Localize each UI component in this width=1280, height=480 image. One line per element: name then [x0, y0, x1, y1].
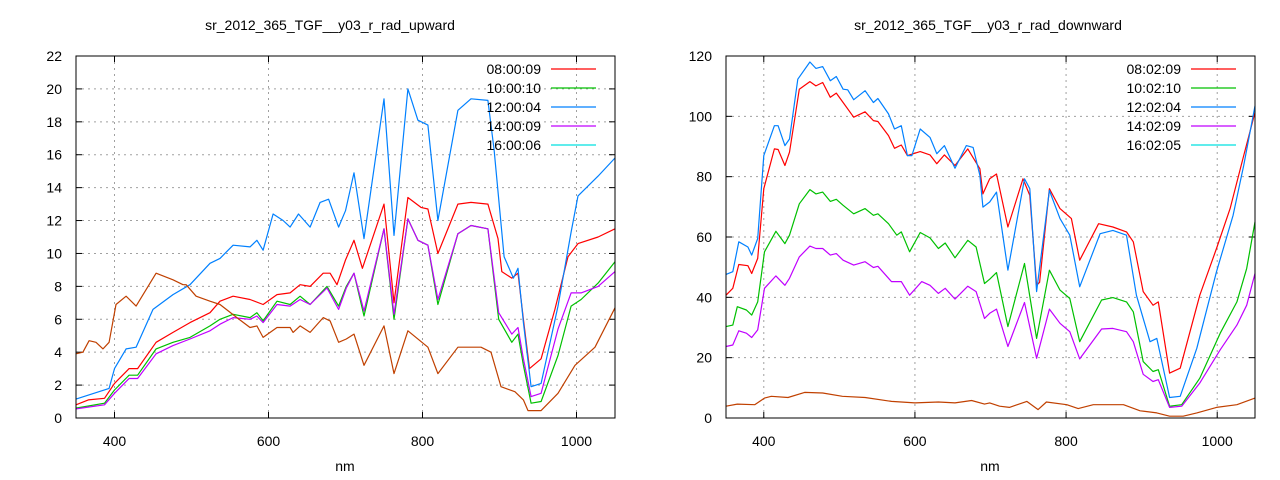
plot-frame: [725, 55, 1256, 419]
series-line-16-02-05: [725, 391, 1256, 417]
legend-label: 16:02:05: [1127, 137, 1182, 153]
legend: 08:00:09 10:00:10 12:00:04 14:00:09 16:00:06: [487, 61, 596, 153]
legend-label: 12:00:04: [487, 99, 542, 115]
y-tick-label: 8: [54, 278, 62, 294]
x-axis-label: nm: [335, 458, 354, 474]
downward-radiance-chart: sr_2012_365_TGF__y03_r_rad_downward nm 0…: [689, 17, 1256, 474]
legend-label: 08:00:09: [487, 61, 542, 77]
series-line-08-00-09: [75, 196, 616, 406]
x-tick-label: 1000: [1202, 433, 1233, 449]
series-line-16-00-06: [75, 272, 616, 412]
legend: 08:02:09 10:02:10 12:02:04 14:02:09 16:02:05: [1127, 61, 1236, 153]
y-tick-label: 4: [54, 344, 62, 360]
x-tick-label: 600: [257, 433, 281, 449]
y-tick-label: 120: [689, 48, 713, 64]
x-tick-label: 800: [411, 433, 435, 449]
y-tick-label: 40: [696, 289, 712, 305]
x-tick-label: 400: [103, 433, 127, 449]
legend-label: 14:00:09: [487, 118, 542, 134]
y-tick-label: 20: [696, 350, 712, 366]
legend-label: 16:00:06: [487, 137, 542, 153]
y-tick-label: 14: [46, 180, 62, 196]
y-tick-label: 0: [704, 410, 712, 426]
series-line-12-02-04: [725, 61, 1256, 399]
x-tick-label: 600: [903, 433, 927, 449]
chart-title: sr_2012_365_TGF__y03_r_rad_upward: [205, 17, 455, 33]
x-tick-label: 400: [752, 433, 776, 449]
y-tick-label: 20: [46, 81, 62, 97]
y-tick-label: 18: [46, 114, 62, 130]
plot-frame: [75, 55, 616, 419]
series-line-12-00-04: [75, 88, 616, 400]
chart-title: sr_2012_365_TGF__y03_r_rad_downward: [854, 17, 1122, 33]
x-tick-label: 1000: [561, 433, 592, 449]
upward-radiance-chart: sr_2012_365_TGF__y03_r_rad_upward nm 0 2 4…: [46, 17, 616, 474]
y-tick-label: 0: [54, 410, 62, 426]
y-tick-label: 80: [696, 169, 712, 185]
y-tick-label: 60: [696, 229, 712, 245]
legend-label: 10:00:10: [487, 80, 542, 96]
legend-label: 14:02:09: [1127, 118, 1182, 134]
series-line-14-00-09: [75, 218, 616, 410]
y-tick-label: 100: [689, 108, 713, 124]
y-tick-label: 22: [46, 48, 62, 64]
series-line-14-02-09: [725, 245, 1256, 408]
y-tick-label: 16: [46, 147, 62, 163]
series-line-10-00-10: [75, 218, 616, 409]
legend-label: 12:02:04: [1127, 99, 1182, 115]
series-line-08-02-09: [725, 80, 1256, 374]
legend-label: 08:02:09: [1127, 61, 1182, 77]
x-axis-label: nm: [980, 458, 999, 474]
y-tick-label: 12: [46, 213, 62, 229]
y-tick-label: 2: [54, 377, 62, 393]
series-line-10-02-10: [725, 189, 1256, 407]
legend-label: 10:02:10: [1127, 80, 1182, 96]
y-tick-label: 10: [46, 245, 62, 261]
x-tick-label: 800: [1054, 433, 1078, 449]
y-tick-label: 6: [54, 311, 62, 327]
